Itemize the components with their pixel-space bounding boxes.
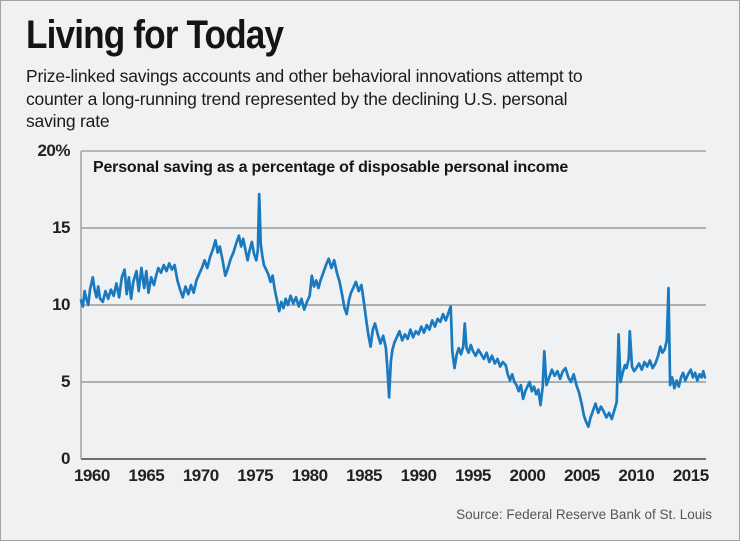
x-tick-label: 1980: [291, 466, 328, 485]
x-tick-label: 1965: [128, 466, 165, 485]
x-tick-label: 1990: [400, 466, 437, 485]
x-tick-label: 1995: [455, 466, 491, 485]
source-attribution: Source: Federal Reserve Bank of St. Loui…: [456, 507, 712, 522]
gridlines: [80, 150, 706, 460]
x-tick-label: 1985: [346, 466, 382, 485]
plot-inner-title: Personal saving as a percentage of dispo…: [93, 159, 569, 176]
y-tick-label: 10: [52, 295, 70, 314]
x-tick-label: 2000: [509, 466, 546, 485]
y-tick-label: 0: [61, 449, 70, 468]
chart-subtitle-line: counter a long-running trend represented…: [26, 88, 568, 109]
y-tick-label: 5: [61, 372, 70, 391]
chart-subtitle-line: Prize-linked savings accounts and other …: [26, 66, 583, 86]
x-tick-label: 1970: [182, 466, 219, 485]
saving-rate-line: [79, 192, 707, 429]
x-tick-label: 1975: [237, 466, 274, 485]
x-tick-label: 2010: [618, 466, 655, 485]
chart-subtitle: Prize-linked savings accounts and other …: [26, 65, 583, 133]
x-tick-label: 2005: [563, 466, 600, 485]
y-tick-label: 15: [52, 218, 70, 237]
chart-subtitle-line: saving rate: [26, 111, 110, 131]
x-tick-label: 2015: [672, 466, 709, 485]
x-tick-label: 1960: [73, 466, 110, 485]
page-title: Living for Today: [26, 13, 284, 57]
y-tick-label: 20%: [37, 141, 70, 160]
